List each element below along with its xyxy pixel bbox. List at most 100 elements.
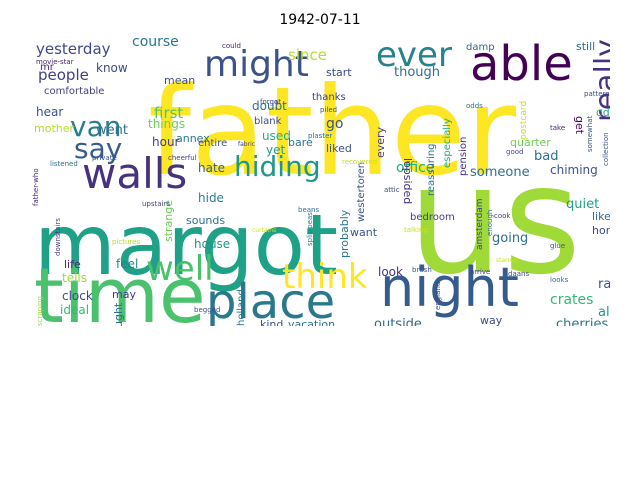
word: get bbox=[573, 116, 586, 135]
word: split-peas bbox=[306, 212, 314, 246]
word: want bbox=[350, 226, 378, 239]
word: outside bbox=[374, 317, 422, 326]
word: night bbox=[380, 256, 519, 319]
word: father bbox=[148, 61, 517, 203]
word: cook bbox=[494, 212, 511, 220]
word: collection bbox=[602, 132, 610, 166]
word: van bbox=[70, 110, 121, 143]
word: upstairs bbox=[142, 200, 170, 208]
word: course bbox=[132, 36, 179, 50]
word: someone bbox=[470, 165, 530, 180]
word: thanks bbox=[312, 92, 346, 103]
word: take bbox=[550, 124, 565, 132]
word: pattern bbox=[584, 90, 610, 98]
word: mother bbox=[34, 122, 74, 135]
word: ideal bbox=[60, 303, 89, 317]
word: bedroom bbox=[410, 212, 455, 223]
word: strange bbox=[162, 200, 175, 242]
word: well bbox=[146, 249, 214, 289]
word: also bbox=[598, 305, 610, 320]
word: mr bbox=[40, 62, 55, 73]
word: private bbox=[92, 154, 117, 162]
word: england bbox=[434, 282, 442, 310]
word: listened bbox=[50, 160, 78, 168]
word: westertoren bbox=[356, 162, 367, 222]
word: people bbox=[38, 66, 89, 84]
word: odds bbox=[466, 102, 483, 110]
word: cherries bbox=[556, 317, 608, 326]
word: us bbox=[408, 134, 581, 308]
word: way bbox=[480, 314, 503, 326]
word: since bbox=[288, 46, 327, 64]
word: arrive bbox=[470, 268, 490, 276]
word: postcard bbox=[519, 101, 529, 140]
word: father-who bbox=[32, 168, 40, 206]
word: feel bbox=[116, 257, 138, 271]
word: forgot bbox=[260, 98, 281, 106]
word: hear bbox=[36, 105, 63, 119]
word: place bbox=[206, 274, 335, 326]
word: reassuring bbox=[426, 143, 437, 196]
word: like bbox=[592, 210, 610, 223]
word: curtains bbox=[252, 227, 276, 234]
word: go bbox=[326, 116, 343, 132]
word: quiet bbox=[566, 197, 599, 212]
word: going bbox=[492, 231, 528, 246]
word: somewhat bbox=[586, 115, 594, 152]
word: lopsided bbox=[401, 158, 414, 204]
word: especially bbox=[442, 118, 453, 168]
word: hiding bbox=[234, 150, 321, 183]
word: odd bbox=[596, 106, 610, 119]
word: pension bbox=[458, 137, 469, 176]
word: plaster bbox=[308, 132, 332, 140]
word: could bbox=[222, 42, 241, 50]
word: clock bbox=[62, 289, 93, 303]
word: attic bbox=[384, 186, 400, 194]
word-cloud-image: father us margot time place night walls … bbox=[30, 36, 610, 326]
word: ever bbox=[376, 36, 452, 75]
plot-title: 1942-07-11 bbox=[279, 12, 361, 28]
word: quarter bbox=[510, 136, 551, 149]
word: crates bbox=[550, 292, 593, 308]
word: liked bbox=[326, 142, 352, 155]
word: recovered bbox=[342, 158, 377, 166]
word: vacation bbox=[288, 318, 335, 326]
word: bare bbox=[288, 136, 313, 149]
word: brush bbox=[412, 266, 432, 274]
word: yesterday bbox=[36, 40, 111, 58]
word: glue bbox=[550, 242, 565, 250]
word: mean bbox=[164, 74, 195, 87]
word: look bbox=[378, 265, 403, 279]
word: hour bbox=[152, 135, 180, 149]
word: time bbox=[34, 251, 206, 326]
word: starred bbox=[496, 257, 518, 264]
word: downstairs bbox=[54, 218, 62, 256]
word: amsterdam bbox=[475, 198, 485, 250]
word: cheerful bbox=[168, 154, 197, 162]
word: hide bbox=[198, 191, 224, 205]
word: enough bbox=[486, 210, 494, 236]
word: things bbox=[148, 117, 185, 131]
word: chiming bbox=[550, 163, 598, 177]
word: holland bbox=[236, 289, 247, 326]
word: yet bbox=[266, 143, 285, 157]
word: movie-star bbox=[36, 58, 74, 66]
word: entire bbox=[198, 138, 227, 149]
word: bad bbox=[534, 149, 558, 164]
word: start bbox=[326, 66, 352, 79]
word: though bbox=[394, 65, 440, 80]
word: talking bbox=[404, 226, 428, 234]
word: probably bbox=[338, 209, 351, 258]
word: piled bbox=[320, 106, 337, 114]
word: scraping bbox=[36, 296, 44, 326]
word: went bbox=[96, 123, 128, 138]
word: kind bbox=[260, 318, 283, 326]
word: radio bbox=[598, 277, 610, 292]
word: every bbox=[374, 126, 387, 158]
word: brought bbox=[112, 302, 125, 326]
word: walls bbox=[82, 149, 187, 198]
word: may bbox=[112, 288, 136, 301]
word: say bbox=[74, 132, 122, 165]
word: annex bbox=[176, 132, 210, 145]
word: used bbox=[262, 129, 291, 143]
